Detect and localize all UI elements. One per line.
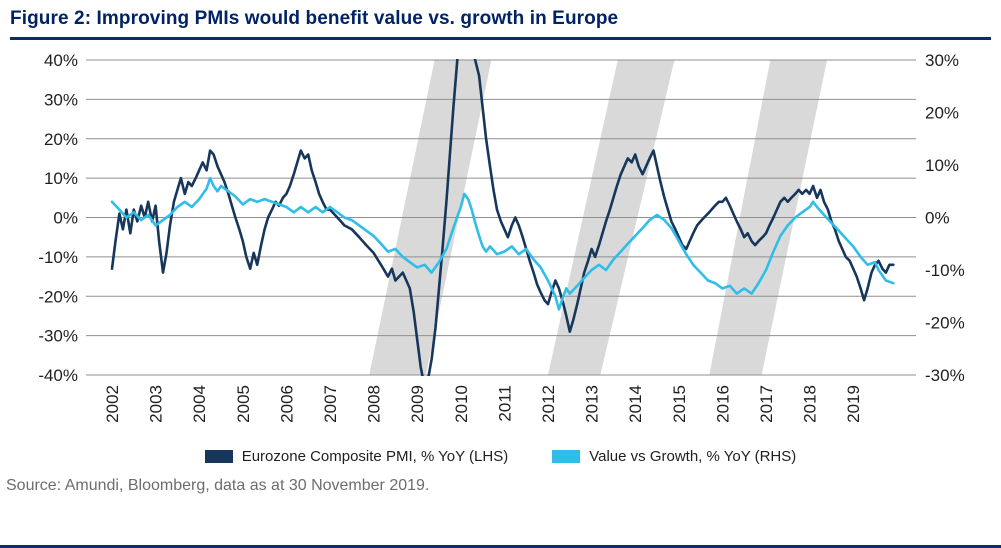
svg-text:2005: 2005 — [234, 385, 253, 423]
svg-text:-30%: -30% — [925, 366, 965, 385]
svg-text:2011: 2011 — [495, 385, 514, 422]
svg-text:2003: 2003 — [147, 385, 166, 423]
chart-legend: Eurozone Composite PMI, % YoY (LHS) Valu… — [0, 443, 1001, 469]
svg-text:20%: 20% — [44, 130, 78, 149]
svg-text:-10%: -10% — [38, 248, 78, 267]
legend-item-pmi: Eurozone Composite PMI, % YoY (LHS) — [204, 447, 509, 465]
svg-text:40%: 40% — [44, 51, 78, 70]
chart-svg: 40% 30% 20% 10% 0% -10% -20% -30% -40% 30% 20% 10% 0… — [38, 51, 965, 423]
svg-text:2014: 2014 — [626, 385, 645, 423]
title-divider — [10, 37, 991, 40]
svg-text:2012: 2012 — [539, 385, 558, 423]
svg-text:2015: 2015 — [670, 385, 689, 423]
svg-text:2016: 2016 — [713, 385, 732, 423]
legend-swatch-cyan — [552, 449, 581, 463]
svg-text:-30%: -30% — [38, 327, 78, 346]
legend-label-value-growth: Value vs Growth, % YoY (RHS) — [589, 447, 797, 465]
figure-header: Figure 2: Improving PMIs would benefit v… — [0, 0, 1001, 40]
legend-label-pmi: Eurozone Composite PMI, % YoY (LHS) — [241, 447, 509, 465]
svg-text:2006: 2006 — [277, 385, 296, 423]
svg-text:2002: 2002 — [103, 385, 122, 423]
bottom-divider — [0, 545, 1001, 548]
svg-text:30%: 30% — [44, 90, 78, 109]
svg-text:-10%: -10% — [925, 261, 965, 280]
source-note: Source: Amundi, Bloomberg, data as at 30… — [6, 477, 430, 494]
legend-item-value-growth: Value vs Growth, % YoY (RHS) — [552, 448, 796, 465]
svg-text:-20%: -20% — [925, 314, 965, 333]
svg-text:2013: 2013 — [583, 385, 602, 423]
svg-text:2017: 2017 — [757, 385, 776, 423]
svg-text:2018: 2018 — [801, 385, 820, 423]
svg-text:-40%: -40% — [38, 366, 78, 385]
svg-text:20%: 20% — [925, 104, 959, 123]
svg-text:0%: 0% — [53, 209, 78, 228]
svg-text:2004: 2004 — [190, 385, 209, 423]
figure-title: Figure 2: Improving PMIs would benefit v… — [10, 8, 619, 29]
svg-text:30%: 30% — [925, 51, 959, 70]
svg-text:2009: 2009 — [408, 385, 427, 423]
svg-text:0%: 0% — [925, 209, 950, 228]
svg-text:2008: 2008 — [365, 385, 384, 423]
svg-text:2010: 2010 — [452, 385, 471, 423]
svg-text:2019: 2019 — [844, 385, 863, 423]
legend-swatch-navy — [204, 449, 233, 463]
svg-text:-20%: -20% — [38, 287, 78, 306]
svg-text:2007: 2007 — [321, 385, 340, 423]
svg-text:10%: 10% — [44, 169, 78, 188]
chart-area: 40% 30% 20% 10% 0% -10% -20% -30% -40% 30% 20% 10% 0… — [0, 40, 1001, 443]
svg-text:10%: 10% — [925, 156, 959, 175]
